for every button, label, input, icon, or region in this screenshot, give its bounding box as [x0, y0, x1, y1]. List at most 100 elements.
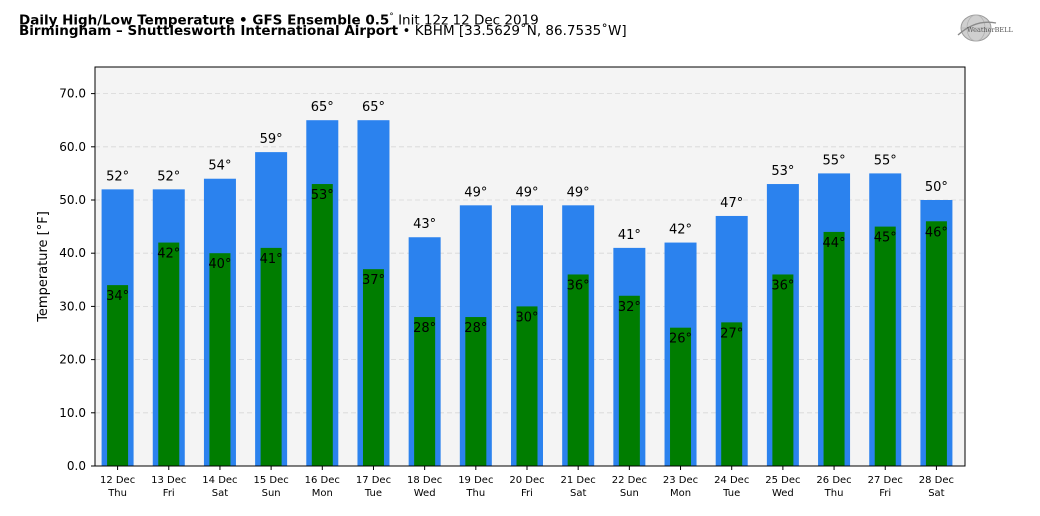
low-temp-bar [925, 221, 947, 466]
x-tick-weekday: Mon [670, 488, 691, 499]
plot-frame [94, 66, 966, 467]
low-temp-label: 34° [106, 289, 129, 304]
high-temp-label: 50° [925, 180, 948, 195]
low-temp-bar [618, 295, 640, 466]
low-temp-label: 45° [874, 231, 897, 246]
x-tick-date: 14 Dec [202, 475, 237, 486]
x-tick-date: 24 Dec [714, 475, 749, 486]
high-temp-label: 53° [771, 164, 794, 179]
station-coordinates: • KBHM [33.5629˚N, 86.7535˚W] [402, 23, 627, 39]
bar-value-labels: 52° 34° 52° 42° 54° 40° 59° 41° 65° 53° 65° 37° 43° 2… [106, 100, 948, 346]
low-temp-label: 44° [823, 236, 846, 251]
low-temp-label: 37° [362, 273, 385, 288]
low-temp-label: 36° [567, 278, 590, 293]
y-tick-label: 60.0 [59, 140, 86, 154]
title-init-time: Init 12z 12 Dec 2019 [398, 12, 539, 29]
low-temp-label: 30° [515, 310, 538, 325]
low-temp-label: 27° [720, 326, 743, 341]
high-temp-label: 41° [618, 228, 641, 243]
low-temp-bar [567, 274, 589, 466]
chart-title-line-2: Birmingham – Shuttlesworth International… [19, 23, 627, 39]
x-tick-weekday: Sat [212, 488, 228, 499]
low-temp-bar [670, 327, 692, 466]
title-bold: Daily High/Low Temperature • GFS Ensembl… [19, 12, 390, 29]
low-temp-label: 46° [925, 225, 948, 240]
x-tick-weekday: Wed [772, 488, 794, 499]
high-temp-label: 52° [157, 169, 180, 184]
high-temp-label: 55° [823, 153, 846, 168]
low-temp-bar [772, 274, 794, 466]
low-temp-label: 36° [771, 278, 794, 293]
x-tick-weekday: Sat [570, 488, 586, 499]
x-tick-weekday: Sun [262, 488, 281, 499]
low-temp-bar [158, 242, 180, 466]
low-temp-label: 53° [311, 188, 334, 203]
weatherbell-globe-logo: WeatherBELL [956, 13, 1018, 45]
x-tick-date: 28 Dec [919, 475, 954, 486]
low-temp-bar [516, 306, 538, 466]
high-temp-label: 42° [669, 223, 692, 238]
low-temp-label: 32° [618, 300, 641, 315]
low-temp-label: 28° [464, 321, 487, 336]
high-temp-label: 49° [567, 185, 590, 200]
x-tick-weekday: Thu [465, 488, 485, 499]
x-tick-date: 15 Dec [253, 475, 288, 486]
high-temp-label: 47° [720, 196, 743, 211]
x-tick-weekday: Fri [879, 488, 891, 499]
x-tick-date: 20 Dec [509, 475, 544, 486]
x-tick-weekday: Fri [163, 488, 175, 499]
x-tick-date: 17 Dec [356, 475, 391, 486]
y-tick-label: 10.0 [59, 406, 86, 420]
low-temp-bar [414, 317, 436, 466]
x-tick-date: 21 Dec [561, 475, 596, 486]
high-temp-label: 65° [362, 100, 385, 115]
x-tick-date: 13 Dec [151, 475, 186, 486]
low-temp-bar [311, 184, 333, 467]
title-degree: ° [389, 12, 394, 22]
x-tick-weekday: Thu [107, 488, 127, 499]
x-tick-date: 26 Dec [816, 475, 851, 486]
low-temp-label: 42° [157, 247, 180, 262]
x-tick-weekday: Thu [824, 488, 844, 499]
low-temp-label: 40° [208, 257, 231, 272]
y-tick-label: 70.0 [59, 87, 86, 101]
high-temp-label: 49° [464, 185, 487, 200]
low-temp-label: 28° [413, 321, 436, 336]
x-tick-date: 23 Dec [663, 475, 698, 486]
low-temp-bar [721, 322, 743, 466]
x-tick-date: 18 Dec [407, 475, 442, 486]
chart-title-line-1: Daily High/Low Temperature • GFS Ensembl… [19, 9, 539, 29]
station-name: Birmingham – Shuttlesworth International… [19, 23, 399, 39]
low-temp-bar [260, 247, 282, 466]
high-temp-label: 59° [260, 132, 283, 147]
high-temp-label: 65° [311, 100, 334, 115]
low-temp-bar [209, 253, 231, 466]
low-temp-bar [362, 269, 384, 466]
x-tick-weekday: Mon [312, 488, 333, 499]
y-axis-title: Temperature [°F] [36, 211, 51, 323]
x-tick-weekday: Tue [364, 488, 382, 499]
x-tick-weekday: Sun [620, 488, 639, 499]
low-temp-label: 26° [669, 332, 692, 347]
x-tick-date: 22 Dec [612, 475, 647, 486]
high-temp-label: 54° [208, 159, 231, 174]
y-tick-label: 0.0 [67, 459, 86, 473]
x-tick-date: 19 Dec [458, 475, 493, 486]
x-tick-date: 16 Dec [305, 475, 340, 486]
x-axis: 12 Dec Thu 13 Dec Fri 14 Dec Sat 15 Dec Sun 16 D… [100, 466, 954, 499]
low-temp-bar [823, 231, 845, 466]
logo-text: WeatherBELL [967, 26, 1013, 34]
y-axis: 0.0 10.0 20.0 30.0 40.0 50.0 60.0 70.0 [59, 87, 95, 473]
x-tick-weekday: Wed [414, 488, 436, 499]
x-tick-date: 12 Dec [100, 475, 135, 486]
y-tick-label: 30.0 [59, 299, 86, 313]
x-tick-weekday: Fri [521, 488, 533, 499]
y-tick-label: 40.0 [59, 246, 86, 260]
x-tick-date: 25 Dec [765, 475, 800, 486]
high-temp-label: 55° [874, 153, 897, 168]
x-tick-weekday: Tue [722, 488, 740, 499]
y-tick-label: 50.0 [59, 193, 86, 207]
y-tick-label: 20.0 [59, 353, 86, 367]
x-tick-weekday: Sat [928, 488, 944, 499]
